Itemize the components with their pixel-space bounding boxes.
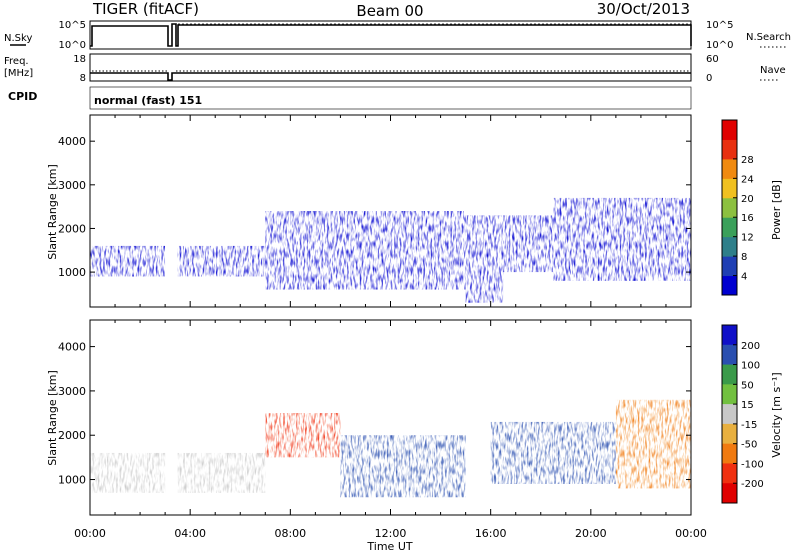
cpid-label: CPID xyxy=(8,90,37,103)
x-tick-label-2: 08:00 xyxy=(274,527,306,540)
velocity-colorbar-tick-label-2: 50 xyxy=(741,380,754,391)
velocity-echo-region-1 xyxy=(265,413,341,458)
nsky-tick-high: 10^5 xyxy=(59,20,86,31)
nsky-label: N.Sky xyxy=(4,33,32,44)
velocity-colorbar-label: Velocity [m s⁻¹] xyxy=(770,372,783,457)
velocity-colorbar-tick-label-4: -15 xyxy=(741,420,757,431)
velocity-colorbar-tick-label-1: 100 xyxy=(741,361,760,372)
velocity-data-gap xyxy=(165,320,178,515)
velocity-ytick-label-1: 2000 xyxy=(58,429,86,442)
freq-unit: [MHz] xyxy=(4,68,33,79)
velocity-colorbar-swatch-6 xyxy=(722,443,737,464)
cpid-value: normal (fast) 151 xyxy=(94,94,202,107)
velocity-colorbar-tick-label-0: 200 xyxy=(741,341,760,352)
velocity-colorbar-swatch-8 xyxy=(722,483,737,504)
x-tick-label-3: 12:00 xyxy=(375,527,407,540)
x-tick-label-0: 00:00 xyxy=(74,527,106,540)
power-ytick-label-3: 4000 xyxy=(58,135,86,148)
nave-tick-low: 0 xyxy=(706,73,712,84)
velocity-colorbar-swatch-4 xyxy=(722,404,737,425)
velocity-colorbar-swatch-1 xyxy=(722,344,737,366)
power-colorbar-swatch-1 xyxy=(722,256,737,277)
power-colorbar-frame xyxy=(721,119,738,296)
nsearch-label: N.Search xyxy=(746,32,791,43)
power-colorbar-tick-label-1: 8 xyxy=(741,252,747,263)
power-colorbar-swatch-3 xyxy=(722,217,737,238)
freq-label: Freq. xyxy=(4,56,29,67)
power-echo-region-3 xyxy=(465,215,504,303)
power-echo-region-5 xyxy=(553,197,691,281)
velocity-colorbar-tick-label-5: -50 xyxy=(741,440,757,451)
velocity-ylabel: Slant Range [km] xyxy=(46,370,59,466)
power-ytick-label-0: 1000 xyxy=(58,266,86,279)
velocity-colorbar: 200 100 50 15 -15 -50 -100 -200 xyxy=(721,324,764,504)
power-colorbar-swatch-5 xyxy=(722,178,737,199)
power-ytick-label-1: 2000 xyxy=(58,222,86,235)
power-colorbar-tick-label-4: 20 xyxy=(741,194,754,205)
velocity-echo-region-3 xyxy=(490,421,616,484)
nsky-panel xyxy=(89,20,692,50)
x-tick-label-1: 04:00 xyxy=(174,527,206,540)
power-colorbar-swatch-4 xyxy=(722,197,737,218)
power-echo-region-2 xyxy=(265,211,466,290)
power-colorbar-swatch-6 xyxy=(722,158,737,179)
velocity-ytick-label-0: 1000 xyxy=(58,474,86,487)
velocity-echo-region-4 xyxy=(615,399,691,489)
velocity-echo-region-2 xyxy=(340,435,466,498)
velocity-colorbar-tick-label-7: -200 xyxy=(741,479,764,490)
freq-tick-high: 18 xyxy=(73,54,86,65)
x-axis-label: Time UT xyxy=(366,540,412,553)
nsky-tick-low: 10^0 xyxy=(59,40,86,51)
power-heatmap: 1000 2000 3000 4000 xyxy=(58,114,692,308)
velocity-colorbar-swatch-5 xyxy=(722,423,737,445)
x-axis: 00:00 04:00 08:00 12:00 16:00 20:00 00:00 xyxy=(74,527,707,540)
date-title: 30/Oct/2013 xyxy=(597,0,690,18)
beam-title: Beam 00 xyxy=(356,2,423,20)
power-colorbar-tick-label-0: 4 xyxy=(741,272,747,283)
power-data-gap xyxy=(165,115,178,307)
power-colorbar-tick-label-6: 28 xyxy=(741,155,754,166)
velocity-colorbar-swatch-7 xyxy=(722,463,737,484)
power-colorbar-swatch-2 xyxy=(722,236,737,257)
velocity-colorbar-frame xyxy=(721,324,738,504)
velocity-colorbar-swatch-0 xyxy=(722,325,737,346)
velocity-colorbar-tick-label-6: -100 xyxy=(741,459,764,470)
x-tick-label-4: 16:00 xyxy=(475,527,507,540)
power-ytick-label-2: 3000 xyxy=(58,179,86,192)
velocity-heatmap: 1000 2000 3000 4000 xyxy=(58,319,692,516)
velocity-colorbar-swatch-3 xyxy=(722,384,737,405)
velocity-echo-region-0 xyxy=(90,452,266,493)
freq-tick-low: 8 xyxy=(80,73,86,84)
velocity-colorbar-swatch-2 xyxy=(722,364,737,385)
power-colorbar: 4 8 12 16 20 24 28 xyxy=(721,119,754,296)
nave-tick-high: 60 xyxy=(706,54,719,65)
nsearch-tick-low: 10^0 xyxy=(706,40,733,51)
power-colorbar-swatch-8 xyxy=(722,120,737,140)
nsearch-tick-high: 10^5 xyxy=(706,20,733,31)
power-echo-region-0 xyxy=(90,245,166,277)
x-tick-label-5: 20:00 xyxy=(575,527,607,540)
power-ylabel: Slant Range [km] xyxy=(46,164,59,260)
nave-label: Nave xyxy=(760,65,786,76)
velocity-ytick-label-2: 3000 xyxy=(58,385,86,398)
power-echo-region-1 xyxy=(177,245,266,277)
power-colorbar-tick-label-5: 24 xyxy=(741,174,754,185)
velocity-colorbar-tick-label-3: 15 xyxy=(741,400,754,411)
power-colorbar-label: Power [dB] xyxy=(770,180,783,240)
power-colorbar-swatch-7 xyxy=(722,139,737,160)
cpid-frame xyxy=(89,86,692,110)
x-tick-label-6: 00:00 xyxy=(675,527,707,540)
freq-panel xyxy=(89,53,692,82)
station-title: TIGER (fitACF) xyxy=(92,0,199,18)
power-colorbar-tick-label-2: 12 xyxy=(741,233,754,244)
power-echo-region-4 xyxy=(503,215,554,273)
power-colorbar-tick-label-3: 16 xyxy=(741,213,754,224)
velocity-ytick-label-3: 4000 xyxy=(58,341,86,354)
power-colorbar-swatch-0 xyxy=(722,275,737,296)
